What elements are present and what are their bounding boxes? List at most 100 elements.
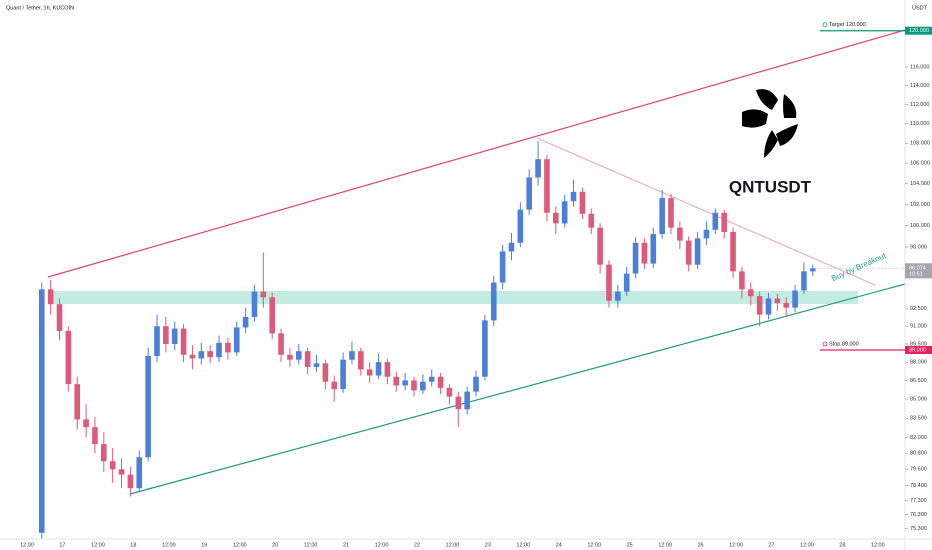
- currency-label: USDT: [912, 5, 928, 11]
- candle-body: [295, 351, 302, 360]
- x-tick-label: 12:00: [800, 542, 814, 548]
- candle-body: [47, 289, 54, 305]
- candle-body: [597, 227, 603, 265]
- candle-body: [313, 363, 320, 367]
- stop-text: Stop 89.000: [829, 341, 859, 347]
- candle-body: [304, 351, 311, 367]
- candle-body: [225, 342, 231, 353]
- candle-body: [579, 191, 586, 214]
- candle-body: [92, 427, 98, 445]
- candle-body: [570, 191, 577, 202]
- x-tick-label: 24: [556, 542, 562, 548]
- last-price-box: [905, 263, 932, 279]
- stop-icon: [822, 341, 828, 347]
- x-tick-label: 27: [768, 542, 774, 548]
- header-title: Quant / Tether, 1h, KUCOIN: [6, 5, 74, 11]
- candle-body: [163, 326, 169, 345]
- x-tick-label: 12:00: [162, 542, 176, 548]
- y-tick-label: 83.500: [910, 416, 927, 422]
- candle-body: [615, 291, 621, 301]
- candle-body: [251, 291, 258, 317]
- y-tick-label: 85.000: [910, 397, 927, 403]
- candle-body: [499, 251, 506, 283]
- stop-price-label: 89.000: [909, 347, 926, 353]
- candle-body: [659, 198, 665, 235]
- x-tick-label: 22: [414, 542, 420, 548]
- y-tick-label: 110.000: [910, 121, 929, 127]
- y-tick-label: 102.000: [910, 202, 930, 208]
- candle-body: [588, 213, 595, 228]
- candle-body: [340, 359, 346, 390]
- candle-body: [127, 474, 134, 489]
- candle-body: [721, 212, 727, 232]
- candle-body: [677, 227, 683, 241]
- symbol-label: QNTUSDT: [729, 177, 812, 196]
- candle-body: [747, 289, 754, 297]
- lower-channel-line: [129, 283, 906, 495]
- candle-body: [358, 351, 364, 370]
- candle-body: [233, 327, 240, 353]
- candle-body: [739, 271, 745, 290]
- candle-body: [74, 384, 81, 420]
- logo-blade: [783, 94, 797, 118]
- x-tick-label: 12:00: [304, 542, 318, 548]
- candle-body: [260, 291, 267, 298]
- logo: [742, 89, 798, 158]
- candle-body: [685, 240, 692, 265]
- y-tick-label: 100.000: [910, 223, 930, 229]
- x-tick-label: 21: [343, 542, 349, 548]
- candle-body: [606, 264, 612, 301]
- candle-body: [101, 444, 107, 462]
- logo-blade: [742, 109, 768, 128]
- y-tick-label: 112.000: [910, 102, 929, 108]
- x-tick-label: 12:00: [729, 542, 743, 548]
- x-tick-label: 12:00: [871, 542, 885, 548]
- x-tick-label: 12:00: [375, 542, 389, 548]
- x-tick-label: 19: [201, 542, 207, 548]
- candle-body: [269, 297, 275, 334]
- support-zone: [48, 291, 858, 304]
- candle-body: [544, 159, 550, 213]
- candle-body: [216, 342, 222, 358]
- candle-body: [473, 376, 479, 392]
- candle-body: [526, 177, 533, 210]
- candle-body: [171, 328, 178, 345]
- candle-body: [632, 242, 639, 274]
- candle-body: [490, 282, 497, 321]
- candle-body: [623, 273, 630, 292]
- y-tick-label: 78.400: [910, 483, 927, 489]
- y-tick-label: 86.500: [910, 378, 927, 384]
- y-tick-label: 98.000: [910, 245, 927, 251]
- candle-body: [136, 457, 143, 489]
- candle-body: [792, 290, 798, 308]
- logo-blade: [776, 124, 798, 146]
- candle-body: [207, 351, 213, 358]
- candle-body: [508, 242, 515, 252]
- y-tick-label: 76.300: [910, 512, 927, 518]
- x-tick-label: 12:00: [446, 542, 460, 548]
- candle-body: [331, 381, 338, 390]
- target-price-box: [905, 26, 932, 35]
- y-tick-label: 106.000: [910, 161, 930, 167]
- candle-body: [446, 387, 453, 397]
- candle-body: [198, 351, 205, 359]
- y-tick-label: 77.300: [910, 498, 927, 504]
- candle-body: [703, 229, 710, 239]
- candle-body: [411, 380, 417, 391]
- y-tick-label: 92.500: [910, 306, 927, 312]
- candle-body: [668, 198, 674, 228]
- x-tick-label: 12:00: [516, 542, 530, 548]
- candle-body: [38, 289, 45, 533]
- candle-body: [287, 354, 293, 360]
- candle-body: [278, 333, 284, 355]
- y-tick-label: 108.000: [910, 141, 930, 147]
- y-tick-label: 88.000: [910, 360, 927, 366]
- candle-body: [420, 381, 426, 391]
- candle-body: [180, 328, 187, 355]
- x-tick-label: 28: [839, 542, 845, 548]
- stop-price-box: [905, 346, 932, 355]
- y-tick-label: 79.600: [910, 467, 927, 473]
